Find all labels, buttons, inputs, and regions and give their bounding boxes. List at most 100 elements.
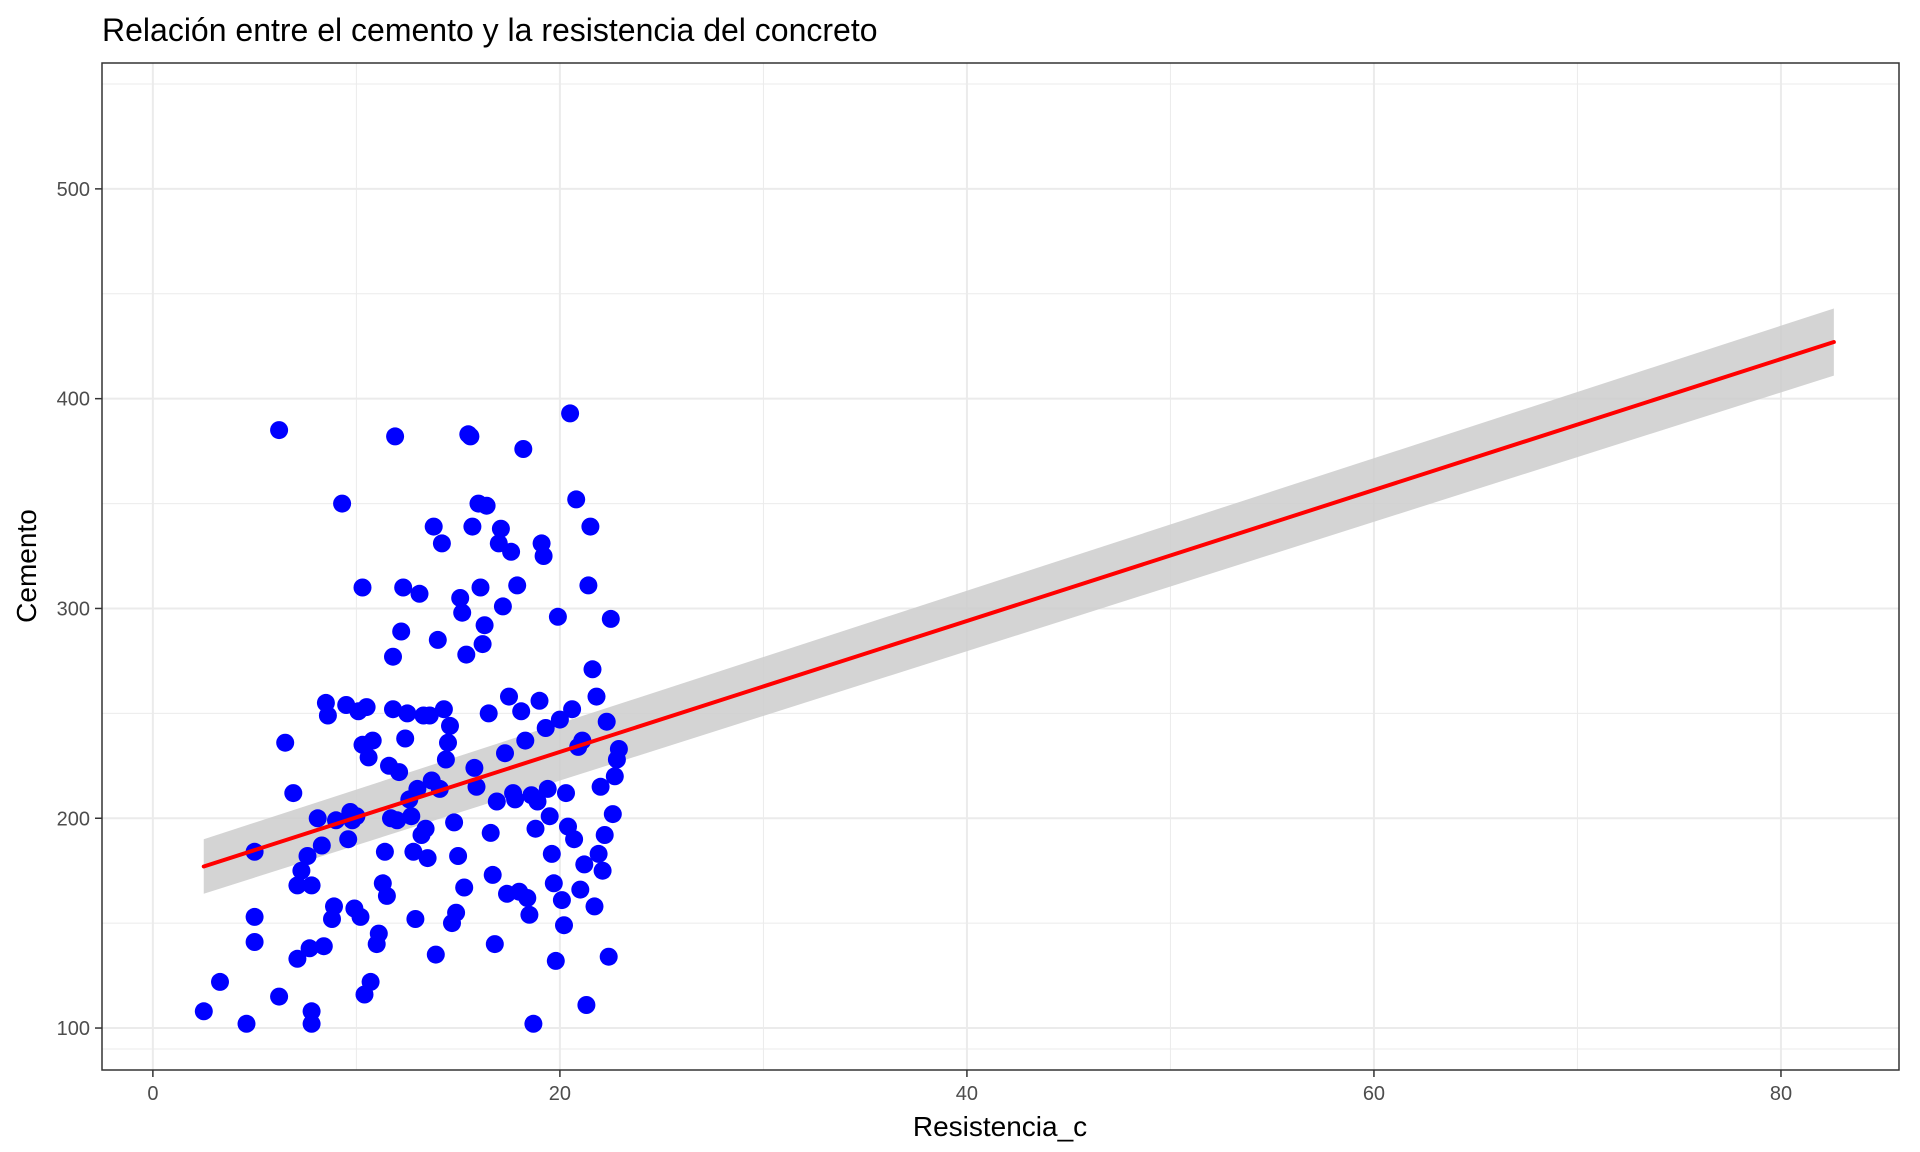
y-axis: 100 200 300 400 500 [57,179,102,1040]
data-point [579,576,598,595]
data-point [540,807,559,826]
data-point [432,534,451,553]
data-point [394,578,413,597]
data-point [473,635,492,654]
data-point [284,784,303,803]
data-point [404,842,423,861]
data-point [314,937,333,956]
data-point [583,660,602,679]
data-point [530,691,549,710]
data-point [508,576,527,595]
data-point [520,905,539,924]
confidence-band [203,308,1834,894]
data-point [591,777,610,796]
y-tick-label: 400 [57,389,90,411]
data-point [211,972,229,991]
data-point [237,1014,256,1033]
data-point [581,517,600,536]
data-point [300,939,319,958]
data-point [439,733,457,752]
data-point [384,647,402,666]
data-point [546,951,565,970]
data-point [359,748,378,767]
data-point [426,945,445,964]
data-point [325,897,343,916]
data-point [534,547,553,565]
grid [102,63,1899,1070]
y-tick-label: 500 [57,179,90,201]
data-point [461,427,480,446]
data-point [390,763,409,782]
data-point [544,874,563,893]
data-point [528,792,547,811]
data-point [453,603,472,622]
regression-line [201,340,1836,869]
data-point [567,490,586,509]
data-point [585,897,604,916]
data-point [288,876,307,895]
data-point [302,1014,321,1033]
data-point [512,702,531,721]
y-tick-label: 100 [57,1018,90,1040]
x-tick-label: 0 [147,1083,158,1105]
data-point [483,865,502,884]
data-point [502,542,521,561]
data-point [384,700,402,719]
data-point [375,842,394,861]
data-point [396,729,415,748]
data-point [318,706,337,725]
data-point [599,947,618,966]
data-point [516,731,535,750]
data-points [194,404,628,1033]
data-point [605,767,624,786]
data-point [524,1014,543,1033]
data-point [491,519,510,538]
data-point [465,758,484,777]
data-point [270,987,289,1006]
data-point [506,790,525,809]
data-point [548,607,567,626]
data-point [609,740,628,758]
chart-title: Relación entre el cemento y la resistenc… [102,12,878,48]
data-point [398,704,417,723]
data-point [538,779,557,798]
y-tick-label: 300 [57,598,90,620]
data-point [587,687,606,706]
data-point [276,733,295,752]
data-point [577,996,596,1014]
x-tick-label: 40 [956,1083,978,1105]
data-point [434,700,453,719]
data-point [406,910,425,928]
data-point [194,1002,213,1021]
data-point [555,916,573,935]
x-tick-label: 60 [1363,1083,1385,1105]
panel-border [101,62,1900,1071]
data-point [363,731,382,750]
data-point [353,578,372,597]
data-point [467,777,486,796]
data-point [557,784,575,803]
data-point [571,880,590,899]
data-point [550,710,569,729]
data-point [351,907,370,926]
data-point [418,849,437,868]
data-point [455,878,474,897]
data-point [302,1002,321,1021]
data-point [565,830,584,849]
data-point [428,630,447,649]
data-point [603,805,622,824]
data-point [312,836,331,855]
x-axis: 0 20 40 60 80 [147,1070,1792,1105]
y-tick-label: 200 [57,808,90,830]
data-point [518,889,537,907]
data-point [386,427,405,446]
data-point [424,517,443,536]
data-point [308,809,327,828]
data-point [514,440,533,458]
data-point [445,813,464,832]
data-point [339,830,358,849]
data-point [563,700,582,719]
data-point [597,712,616,731]
x-axis-title: Resistencia_c [913,1111,1087,1142]
